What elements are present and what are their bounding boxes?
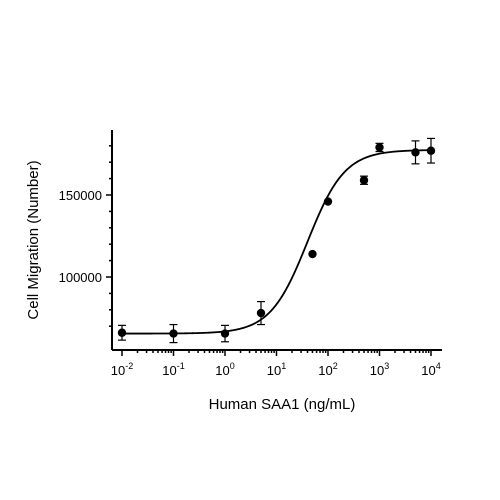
x-ticks: 10-2 10-1 100 101 102 103 104 — [111, 350, 441, 378]
data-point — [323, 197, 333, 206]
y-tick-label: 100000 — [59, 270, 102, 285]
x-tick-label: 10-1 — [162, 361, 184, 378]
data-point — [375, 143, 384, 152]
data-point — [256, 308, 266, 318]
data-point — [308, 249, 317, 259]
y-axis-title: Cell Migration (Number) — [25, 160, 42, 319]
data-point — [411, 148, 420, 157]
data-point — [359, 176, 369, 185]
data-point — [169, 329, 178, 338]
x-tick-label: 10-2 — [111, 361, 133, 378]
fit-curve — [122, 149, 432, 335]
data-points — [117, 137, 436, 344]
y-tick-label: 150000 — [59, 188, 102, 203]
x-tick-label: 100 — [215, 361, 234, 378]
data-point — [117, 328, 127, 337]
x-axis-title: Human SAA1 (ng/mL) — [209, 396, 356, 413]
axes — [111, 130, 442, 351]
x-tick-label: 102 — [318, 361, 337, 378]
x-tick-label: 103 — [370, 361, 389, 378]
data-point — [426, 146, 436, 155]
data-point — [220, 329, 230, 338]
x-tick-label: 101 — [267, 361, 286, 378]
x-tick-label: 104 — [421, 361, 440, 378]
y-ticks: 100000 150000 — [59, 145, 112, 327]
